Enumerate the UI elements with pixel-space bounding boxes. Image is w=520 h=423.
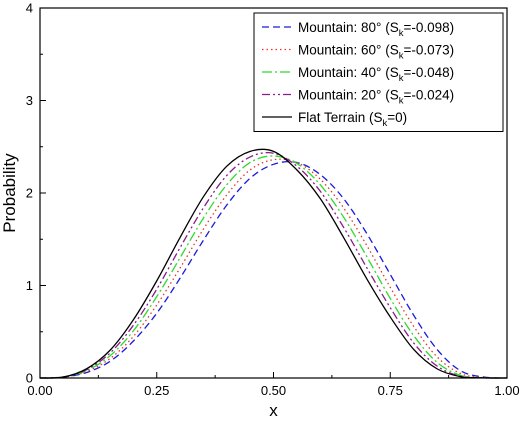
x-axis-title: x	[269, 401, 278, 420]
legend: Mountain: 80° (Sk=-0.098) Mountain: 60° (…	[253, 12, 504, 132]
y-axis-title: Probability	[0, 153, 19, 233]
plot-lines	[39, 148, 508, 379]
y-tick-label: 2	[26, 186, 33, 201]
legend-label-5: Flat Terrain (Sk=0)	[298, 110, 407, 129]
series-line-3	[39, 155, 508, 379]
legend-label-1: Mountain: 80° (Sk=-0.098)	[298, 20, 454, 39]
legend-label-2: Mountain: 60° (Sk=-0.073)	[298, 43, 454, 62]
series-line-1	[39, 160, 508, 379]
legend-label-4: Mountain: 20° (Sk=-0.024)	[298, 88, 454, 107]
series-line-5	[39, 148, 508, 379]
y-axis: 0 1 2 3 4	[26, 1, 46, 386]
y-tick-label: 4	[26, 1, 33, 16]
series-line-4	[39, 151, 508, 379]
legend-frame	[253, 12, 504, 132]
x-tick-label: 0.50	[261, 383, 286, 398]
legend-label-3: Mountain: 40° (Sk=-0.048)	[298, 65, 454, 84]
y-tick-label: 1	[26, 278, 33, 293]
x-tick-label: 0.25	[144, 383, 169, 398]
x-tick-label: 0.00	[27, 383, 52, 398]
x-tick-label: 1.00	[494, 383, 519, 398]
x-axis: 0.00 0.25 0.50 0.75 1.00	[27, 372, 520, 398]
y-tick-label: 0	[26, 371, 33, 386]
y-tick-label: 3	[26, 93, 33, 108]
x-tick-label: 0.75	[378, 383, 403, 398]
